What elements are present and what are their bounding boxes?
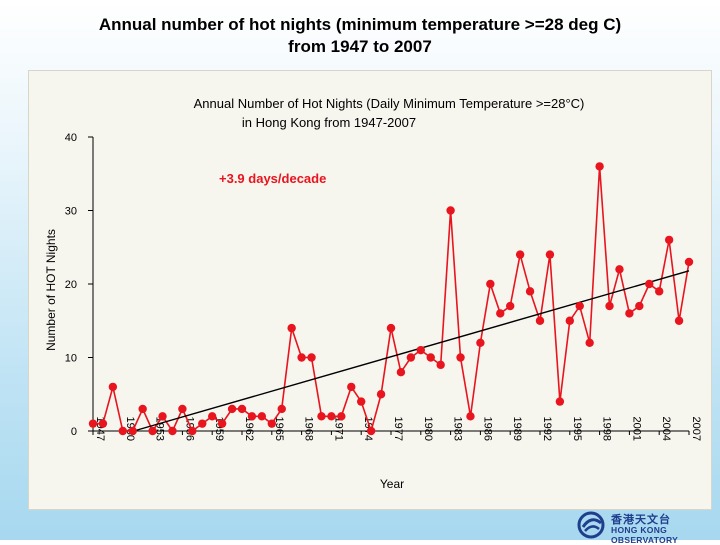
x-tick-label: 1995: [571, 417, 583, 441]
data-point: [158, 412, 167, 421]
logo-chinese-text: 香港天文台: [611, 513, 671, 526]
data-point: [386, 323, 396, 333]
data-point: [287, 323, 296, 333]
data-point: [128, 426, 137, 436]
x-tick-label: 1992: [541, 417, 553, 441]
data-point: [486, 279, 495, 289]
data-point: [664, 235, 674, 245]
x-tick-label: 2007: [690, 417, 702, 441]
x-tick-label: 1989: [511, 417, 523, 441]
x-tick-label: 1971: [332, 417, 344, 441]
data-point: [575, 301, 584, 311]
chart-title-line-1: Annual Number of Hot Nights (Daily Minim…: [194, 96, 585, 111]
data-point: [217, 419, 227, 428]
hot-nights-chart: Annual Number of Hot Nights (Daily Minim…: [44, 96, 702, 491]
series-line: [93, 166, 690, 434]
data-point: [366, 426, 376, 436]
data-point: [376, 390, 386, 399]
data-point: [476, 338, 485, 347]
data-point: [267, 419, 276, 428]
data-point: [446, 206, 455, 215]
x-tick-label: 2001: [630, 417, 642, 441]
data-point: [257, 412, 267, 421]
data-point: [208, 412, 217, 421]
data-point: [347, 382, 356, 392]
data-point: [535, 316, 545, 325]
data-point: [98, 419, 108, 428]
hko-logo-mark-icon: [577, 511, 605, 539]
trend-annotation: +3.9 days/decade: [219, 171, 326, 186]
data-point: [456, 353, 465, 362]
logo-english-text: HONG KONG OBSERVATORY: [611, 525, 679, 545]
data-point: [615, 265, 624, 274]
data-point: [277, 404, 286, 414]
data-point: [188, 426, 197, 436]
x-tick-label: 1977: [392, 417, 404, 441]
x-axis-label: Year: [380, 477, 404, 491]
data-point: [545, 250, 555, 259]
data-point: [168, 426, 177, 436]
x-tick-label: 1986: [481, 417, 493, 441]
x-tick-label: 1983: [452, 417, 464, 441]
data-point: [595, 162, 604, 171]
data-point: [515, 250, 525, 259]
data-point: [237, 404, 247, 414]
slide-title-line-2: from 1947 to 2007: [288, 37, 432, 56]
slide-title-line-1: Annual number of hot nights (minimum tem…: [98, 15, 622, 34]
data-point: [307, 353, 316, 362]
x-tick-label: 1968: [303, 417, 315, 441]
data-point: [674, 316, 684, 325]
data-point: [396, 368, 406, 377]
data-point: [337, 412, 346, 421]
data-point: [466, 412, 475, 421]
data-point: [327, 412, 336, 421]
data-point: [178, 404, 187, 414]
data-point: [525, 287, 535, 296]
data-point: [605, 301, 614, 311]
y-tick-label: 30: [65, 206, 77, 218]
data-point: [555, 397, 565, 406]
data-point: [635, 301, 644, 311]
data-point: [426, 353, 435, 362]
y-tick-label: 10: [65, 353, 77, 365]
data-point: [108, 382, 118, 392]
data-point: [357, 397, 366, 406]
x-tick-label: 1962: [243, 417, 255, 441]
data-point: [406, 353, 416, 362]
y-axis-label: Number of HOT Nights: [44, 229, 58, 351]
hko-logo: 香港天文台 HONG KONG OBSERVATORY: [577, 511, 717, 545]
data-point: [684, 257, 694, 267]
data-point: [585, 338, 594, 347]
x-tick-label: 1998: [601, 417, 613, 441]
data-point: [655, 287, 664, 296]
data-point: [436, 360, 445, 370]
x-tick-label: 2004: [660, 417, 672, 441]
data-point: [297, 353, 306, 362]
data-point: [506, 301, 515, 311]
data-point: [645, 279, 654, 289]
x-tick-label: 1980: [422, 417, 434, 441]
data-point: [317, 412, 326, 421]
data-point: [227, 404, 237, 414]
data-point: [496, 309, 505, 318]
data-point: [198, 419, 207, 428]
data-point: [118, 426, 128, 436]
y-tick-label: 40: [65, 132, 77, 144]
y-tick-label: 0: [71, 426, 77, 438]
data-point: [247, 412, 257, 421]
y-tick-label: 20: [65, 279, 77, 291]
data-point: [416, 345, 425, 355]
data-point: [88, 419, 98, 428]
slide-title: Annual number of hot nights (minimum tem…: [0, 14, 720, 58]
trend-line: [133, 270, 690, 432]
data-point: [138, 404, 147, 414]
data-point: [148, 426, 157, 436]
chart-title-line-2: in Hong Kong from 1947-2007: [242, 115, 416, 130]
data-point: [625, 309, 634, 318]
data-point: [565, 316, 574, 325]
chart-panel: Annual Number of Hot Nights (Daily Minim…: [28, 70, 712, 510]
